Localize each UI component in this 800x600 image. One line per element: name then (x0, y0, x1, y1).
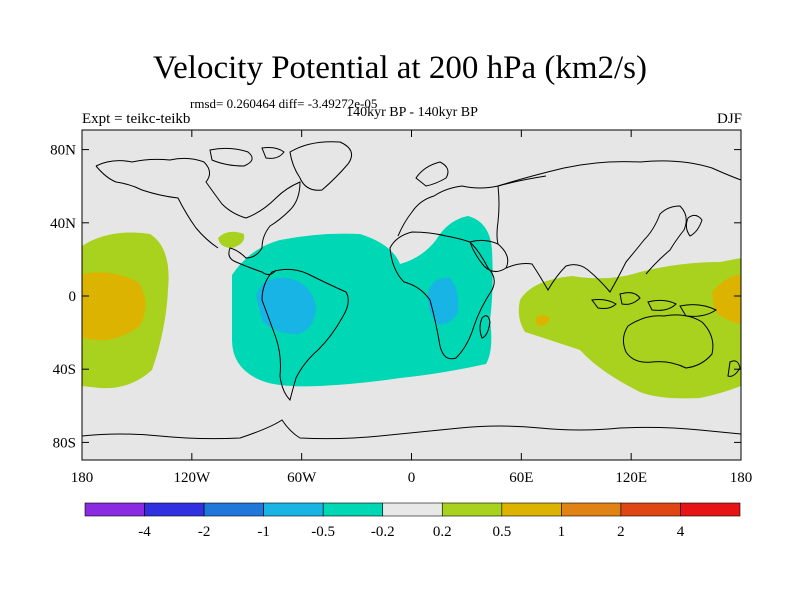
contour-west-pacific-strong (712, 274, 741, 324)
lat-tick-label: 40S (53, 362, 76, 378)
lon-tick-label: 180 (730, 470, 753, 486)
contour-atlantic-negative (232, 216, 493, 387)
contour-africa-negative (427, 277, 459, 325)
coastline-segment (622, 314, 714, 369)
coastline-segment (591, 299, 617, 309)
coastlines (82, 141, 741, 440)
contour-fills (82, 216, 741, 399)
lon-tick-label: 60W (287, 470, 317, 486)
coastline-segment (505, 205, 687, 293)
coastline-segment (289, 141, 353, 191)
contour-indopacific-positive (518, 258, 741, 399)
stats-text: rmsd= 0.260464 diff= -3.49272e-05 (190, 96, 378, 111)
colorbar-label: -4 (138, 524, 151, 540)
coastline-segment (647, 299, 677, 311)
colorbar-swatch (620, 502, 681, 517)
lon-tick-label: 120W (173, 470, 211, 486)
coastline-segment (261, 147, 285, 159)
plot-title: Velocity Potential at 200 hPa (km2/s) (152, 50, 648, 86)
colorbar-label: -1 (257, 524, 270, 540)
coastline-segment (95, 157, 301, 276)
colorbar-swatch (561, 502, 622, 517)
colorbar-label: -2 (198, 524, 211, 540)
lon-tick-label: 0 (408, 470, 416, 486)
colorbar: -4 -2 -1 -0.5 -0.2 0.2 0.5 1 2 4 (84, 502, 741, 540)
colorbar-swatch (680, 502, 741, 517)
coastline-segment (685, 214, 703, 237)
contour-indian-small (535, 315, 550, 326)
lon-tick-label: 120E (615, 470, 647, 486)
colorbar-label: 4 (677, 524, 685, 540)
colorbar-label: -0.2 (371, 524, 395, 540)
colorbar-swatch (203, 502, 264, 517)
coastline-segment (497, 160, 741, 187)
coastline-segment (496, 185, 500, 245)
colorbar-swatch (144, 502, 205, 517)
lat-tick-label: 40N (50, 216, 76, 232)
coastline-segment (261, 268, 349, 401)
lat-tick-label: 80N (50, 143, 76, 159)
period-label: 140kyr BP - 140kyr BP (346, 105, 478, 120)
colorbar-label: 2 (617, 524, 625, 540)
contour-amazon-negative (256, 277, 316, 334)
colorbar-label: -0.5 (311, 524, 335, 540)
coastline-segment (209, 147, 253, 167)
colorbar-label: 0.2 (433, 524, 452, 540)
coastline-segment (619, 292, 641, 305)
contour-central-pacific-strong (82, 272, 146, 341)
colorbar-label: 1 (558, 524, 566, 540)
colorbar-label: 0.5 (492, 524, 511, 540)
colorbar-swatch (501, 502, 562, 517)
lon-tick-label: 180 (71, 470, 94, 486)
coastline-segment (679, 304, 717, 317)
colorbar-swatch (382, 502, 443, 517)
lat-tick-label: 0 (69, 289, 77, 305)
colorbar-swatch (84, 502, 145, 517)
contour-gulf-blob (218, 231, 245, 248)
coastline-segment (82, 419, 741, 440)
latitude-axis: 80N 40N 0 40S 80S (50, 143, 741, 451)
colorbar-swatch (441, 502, 503, 517)
coastline-segment (95, 165, 219, 249)
lon-tick-label: 60E (509, 470, 533, 486)
coastline-segment (415, 161, 449, 187)
colorbar-swatch (263, 502, 324, 517)
coastline-segment (727, 360, 741, 377)
coastline-segment (389, 231, 495, 360)
season-label: DJF (716, 111, 742, 127)
lat-tick-label: 80S (53, 435, 76, 451)
colorbar-swatch (322, 502, 384, 517)
longitude-axis: 180 120W 60W 0 60E 120E 180 (71, 130, 753, 486)
coastline-segment (479, 315, 491, 339)
experiment-label: Expt = teikc-teikb (82, 111, 191, 127)
